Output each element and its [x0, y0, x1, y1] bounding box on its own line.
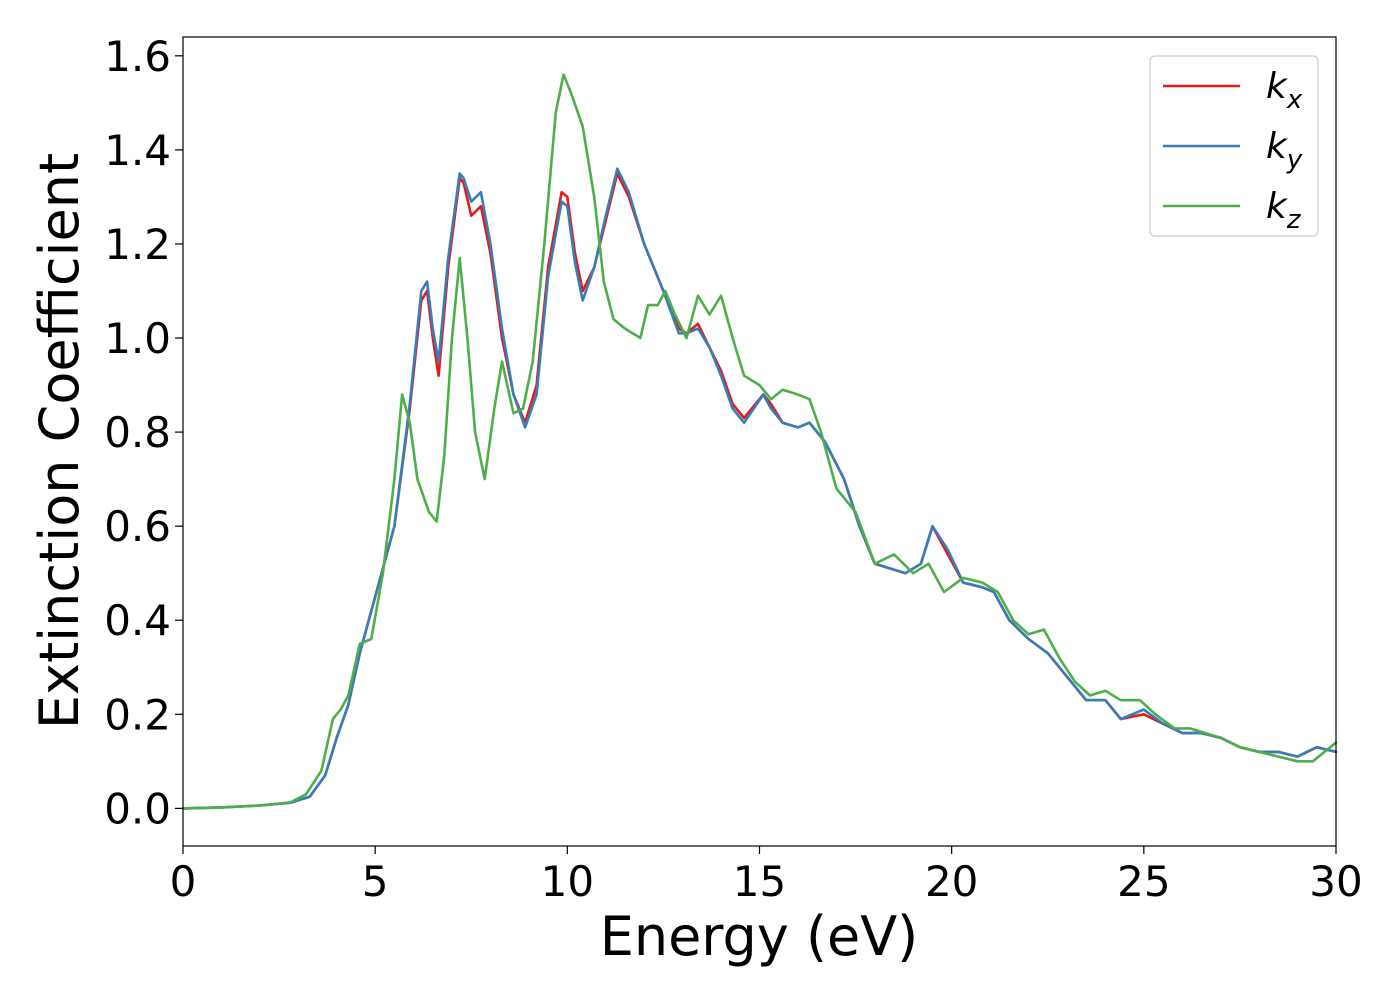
y-tick-label: 1.4: [104, 126, 171, 175]
y-tick-label: 0.8: [104, 408, 171, 457]
y-tick-label: 1.6: [104, 32, 171, 81]
legend-label-base: k: [1266, 126, 1289, 167]
series-line-x: [181, 172, 1338, 810]
y-axis-title: Extinction Coefficient: [28, 153, 91, 729]
legend-label-y: ky: [1266, 126, 1303, 175]
legend-label-base: k: [1266, 66, 1289, 107]
legend-label-subscript: y: [1286, 145, 1303, 175]
series-line-y: [181, 167, 1338, 810]
x-tick-label: 30: [1309, 857, 1362, 906]
x-axis: 0 5 10 15 20 25 30: [170, 846, 1363, 906]
x-tick-label: 25: [1117, 857, 1170, 906]
legend-label-z: kz: [1266, 186, 1302, 235]
y-tick-label: 1.0: [104, 314, 171, 363]
y-tick-label: 1.2: [104, 220, 171, 269]
x-tick-label: 5: [362, 857, 389, 906]
x-axis-title: Energy (eV): [600, 905, 919, 968]
series-lines: [181, 73, 1338, 810]
y-tick-label: 0.2: [104, 690, 171, 739]
x-tick-label: 0: [170, 857, 197, 906]
y-axis: 0.0 0.2 0.4 0.6 0.8 1.0 1.2 1.4 1.6: [104, 32, 183, 833]
legend-label-base: k: [1266, 186, 1289, 227]
x-tick-label: 20: [925, 857, 978, 906]
legend-label-x: kx: [1266, 66, 1303, 115]
x-tick-label: 10: [541, 857, 594, 906]
legend-label-subscript: z: [1286, 205, 1302, 235]
legend-label-subscript: x: [1286, 85, 1303, 115]
y-tick-label: 0.4: [104, 596, 171, 645]
y-tick-label: 0.0: [104, 784, 171, 833]
y-tick-label: 0.6: [104, 502, 171, 551]
series-line-z: [181, 73, 1338, 810]
x-tick-label: 15: [733, 857, 786, 906]
